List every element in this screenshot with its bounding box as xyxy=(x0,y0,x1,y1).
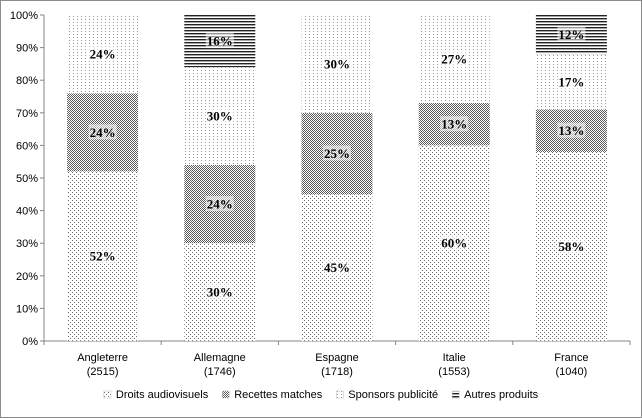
data-label: 30% xyxy=(324,56,350,71)
data-label: 58% xyxy=(558,239,584,254)
data-label: 52% xyxy=(90,249,116,264)
y-tick-label: 80% xyxy=(16,75,38,87)
data-label-bg xyxy=(557,122,586,138)
data-label-bg xyxy=(323,259,351,275)
data-label: 16% xyxy=(207,34,233,49)
x-category-label: Espagne xyxy=(315,352,358,364)
data-label-bg xyxy=(440,235,469,251)
x-category-total: (1553) xyxy=(438,366,470,378)
y-tick-label: 90% xyxy=(16,43,38,55)
y-tick-label: 10% xyxy=(16,303,38,315)
data-label: 17% xyxy=(558,74,584,89)
x-category-label: Allemagne xyxy=(194,352,246,364)
data-label: 25% xyxy=(324,146,350,161)
x-category-label: Angleterre xyxy=(77,352,128,364)
data-label-bg xyxy=(88,248,117,264)
legend-swatch xyxy=(221,390,230,399)
data-label-bg xyxy=(323,55,351,71)
y-tick-label: 50% xyxy=(16,173,38,185)
x-category-total: (1718) xyxy=(321,366,353,378)
data-label-bg xyxy=(557,26,586,42)
y-tick-label: 40% xyxy=(16,206,38,218)
data-label: 24% xyxy=(90,47,116,62)
x-category-total: (2515) xyxy=(87,366,119,378)
legend-swatch xyxy=(103,390,112,399)
data-label-bg xyxy=(205,284,234,300)
data-label: 27% xyxy=(441,52,467,67)
legend-swatch xyxy=(336,390,344,399)
data-label-bg xyxy=(557,238,586,254)
x-category-label: France xyxy=(554,352,588,364)
data-label: 60% xyxy=(441,236,467,251)
legend-label: Autres produits xyxy=(464,389,538,401)
legend-label: Recettes matches xyxy=(234,389,323,401)
x-category-label: Italie xyxy=(443,352,466,364)
data-label-bg xyxy=(323,145,351,161)
data-label-bg xyxy=(557,73,586,89)
data-label-bg xyxy=(205,196,234,212)
data-label-bg xyxy=(88,124,117,140)
x-category-total: (1746) xyxy=(204,366,236,378)
data-label: 45% xyxy=(324,260,350,275)
data-label: 13% xyxy=(441,117,467,132)
y-tick-label: 70% xyxy=(16,108,38,120)
y-tick-label: 100% xyxy=(10,10,38,22)
data-label: 24% xyxy=(207,197,233,212)
legend-label: Sponsors publicité xyxy=(348,389,438,401)
legend-label: Droits audiovisuels xyxy=(116,389,209,401)
legend-swatch xyxy=(451,390,460,399)
data-label: 12% xyxy=(558,27,584,42)
data-label-bg xyxy=(440,116,469,132)
x-category-total: (1040) xyxy=(556,366,588,378)
data-label: 24% xyxy=(90,125,116,140)
data-label-bg xyxy=(205,33,234,49)
y-tick-label: 30% xyxy=(16,238,38,250)
y-tick-label: 0% xyxy=(22,336,38,348)
data-label: 30% xyxy=(207,109,233,124)
data-label-bg xyxy=(205,108,234,124)
data-label: 13% xyxy=(558,123,584,138)
data-label: 30% xyxy=(207,285,233,300)
data-label-bg xyxy=(88,46,117,62)
y-tick-label: 60% xyxy=(16,140,38,152)
y-tick-label: 20% xyxy=(16,271,38,283)
data-label-bg xyxy=(440,51,469,67)
